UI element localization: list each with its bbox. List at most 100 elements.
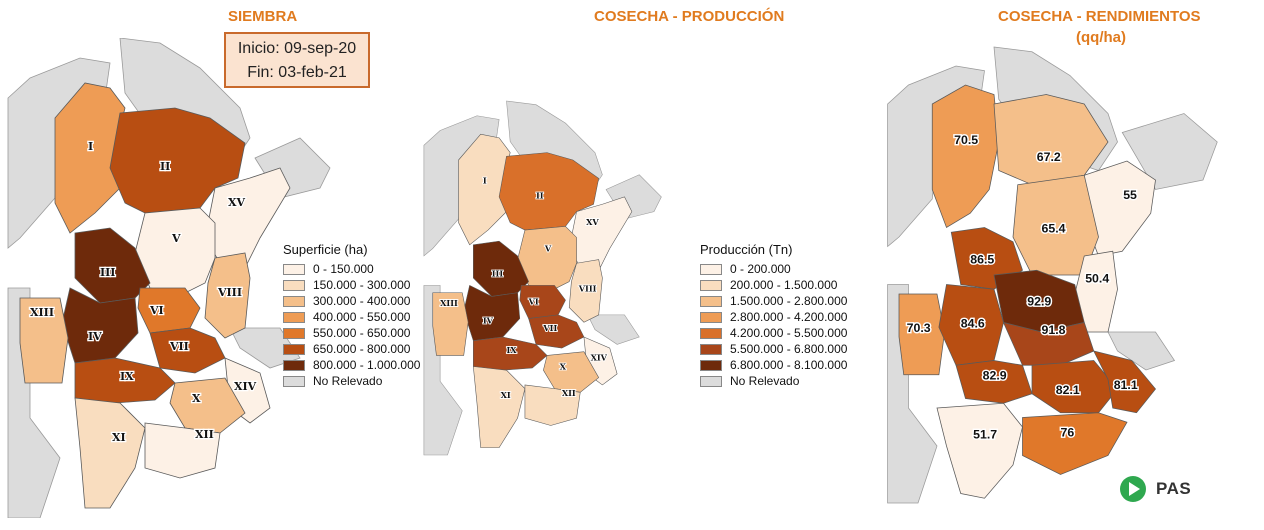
zone-51-7 — [936, 402, 1023, 499]
region-XIII — [432, 292, 469, 356]
region-label: I — [483, 176, 487, 186]
legend-label: 5.500.000 - 6.800.000 — [730, 342, 848, 356]
region-label: XV — [586, 217, 599, 227]
region-label: X — [560, 361, 567, 371]
pas-logo: PAS — [1118, 474, 1191, 504]
region-label: II — [536, 190, 544, 200]
region-labels: I II III IV V VI VII VIII IX X XI XII XI… — [439, 175, 608, 401]
region-label: XII — [562, 388, 576, 398]
yield-label: 91.8 — [1042, 323, 1066, 337]
map-produccion: I II III IV V VI VII VIII IX X XI XII XI… — [423, 100, 662, 456]
zone-70-3 — [898, 293, 945, 376]
region-label: XIII — [30, 306, 54, 319]
date-range-box: Inicio: 09-sep-20 Fin: 03-feb-21 — [224, 32, 370, 88]
legend-swatch — [283, 359, 305, 371]
region-label: I — [88, 140, 93, 153]
legend-label: 200.000 - 1.500.000 — [730, 278, 838, 292]
legend-swatch — [700, 359, 722, 371]
legend-row: No Relevado — [283, 373, 420, 389]
legend-swatch — [700, 263, 722, 275]
pas-logo-icon — [1120, 476, 1146, 502]
legend-row: 400.000 - 550.000 — [283, 309, 420, 325]
legend-label: 4.200.000 - 5.500.000 — [730, 326, 848, 340]
legend-label: 650.000 - 800.000 — [313, 342, 411, 356]
legend-label: 1.500.000 - 2.800.000 — [730, 294, 848, 308]
region-XI — [472, 366, 526, 448]
yield-label: 82.9 — [983, 369, 1007, 383]
pas-logo-text: PAS — [1156, 479, 1192, 498]
region-polygons — [19, 82, 291, 509]
zone-67-2 — [993, 94, 1109, 186]
region-label: II — [160, 160, 170, 173]
legend-row: 4.200.000 - 5.500.000 — [700, 325, 847, 341]
legend-row: 2.800.000 - 4.200.000 — [700, 309, 847, 325]
region-label: VI — [528, 297, 539, 307]
legend-label: 0 - 200.000 — [730, 262, 791, 276]
region-label: VIII — [578, 283, 597, 293]
legend-row: 300.000 - 400.000 — [283, 293, 420, 309]
yield-labels: 70.5 67.2 55 65.4 86.5 50.4 92.9 70.3 84… — [905, 131, 1139, 442]
legend-label: 2.800.000 - 4.200.000 — [730, 310, 848, 324]
title-siembra: SIEMBRA — [228, 8, 298, 25]
legend-swatch — [700, 375, 722, 387]
legend-swatch — [700, 327, 722, 339]
legend-title: Producción (Tn) — [700, 242, 793, 257]
region-label: XII — [195, 428, 214, 441]
yield-label: 76 — [1061, 426, 1075, 440]
legend-row: 550.000 - 650.000 — [283, 325, 420, 341]
region-XI — [74, 397, 146, 509]
title-rendimientos-unit: (qq/ha) — [1076, 29, 1126, 46]
legend-label: 6.800.000 - 8.100.000 — [730, 358, 848, 372]
legend-label: 150.000 - 300.000 — [313, 278, 411, 292]
legend-siembra: Superficie (ha) 0 - 150.000 150.000 - 30… — [283, 242, 420, 389]
zone-76 — [1022, 412, 1128, 475]
region-label: V — [171, 232, 181, 245]
legend-label: 0 - 150.000 — [313, 262, 374, 276]
yield-polygons — [898, 84, 1156, 499]
legend-swatch — [283, 279, 305, 291]
region-VIII — [204, 252, 251, 339]
region-label: VI — [149, 304, 164, 317]
legend-row: 150.000 - 300.000 — [283, 277, 420, 293]
title-rendimientos: COSECHA - RENDIMIENTOS — [998, 8, 1201, 25]
legend-swatch — [283, 327, 305, 339]
yield-label: 86.5 — [970, 253, 994, 267]
region-VIII — [568, 259, 603, 323]
yield-label: 70.5 — [954, 133, 978, 147]
region-label: XIII — [440, 298, 458, 308]
region-label: X — [192, 392, 201, 405]
legend-title: Superficie (ha) — [283, 242, 368, 257]
region-label: VIII — [217, 286, 242, 299]
region-labels: I II III IV V VI VII VIII IX X XI XII XI… — [29, 139, 258, 446]
legend-row: 200.000 - 1.500.000 — [700, 277, 847, 293]
legend-swatch — [283, 295, 305, 307]
legend-label: 550.000 - 650.000 — [313, 326, 411, 340]
region-XII — [524, 384, 581, 426]
region-label: IV — [483, 316, 494, 326]
legend-swatch — [700, 279, 722, 291]
region-label: XI — [501, 390, 511, 400]
legend-swatch — [283, 343, 305, 355]
yield-label: 67.2 — [1037, 150, 1061, 164]
legend-swatch — [700, 295, 722, 307]
title-produccion: COSECHA - PRODUCCIÓN — [594, 8, 785, 25]
yield-label: 84.6 — [961, 316, 985, 330]
yield-label: 82.1 — [1056, 383, 1080, 397]
region-polygons — [432, 133, 633, 448]
region-label: III — [492, 269, 504, 279]
region-label: IV — [88, 330, 102, 343]
region-label: V — [544, 243, 552, 253]
region-label: IX — [120, 370, 134, 383]
legend-row: 0 - 200.000 — [700, 261, 847, 277]
legend-swatch — [700, 311, 722, 323]
legend-label: No Relevado — [730, 374, 800, 388]
yield-label: 50.4 — [1085, 272, 1109, 286]
map-rendimientos: 70.5 67.2 55 65.4 86.5 50.4 92.9 70.3 84… — [887, 46, 1218, 504]
legend-swatch — [283, 263, 305, 275]
yield-label: 65.4 — [1042, 221, 1066, 235]
legend-row: 800.000 - 1.000.000 — [283, 357, 420, 373]
legend-row: No Relevado — [700, 373, 847, 389]
region-VI — [519, 285, 566, 319]
legend-row: 6.800.000 - 8.100.000 — [700, 357, 847, 373]
yield-label: 55 — [1123, 188, 1137, 202]
